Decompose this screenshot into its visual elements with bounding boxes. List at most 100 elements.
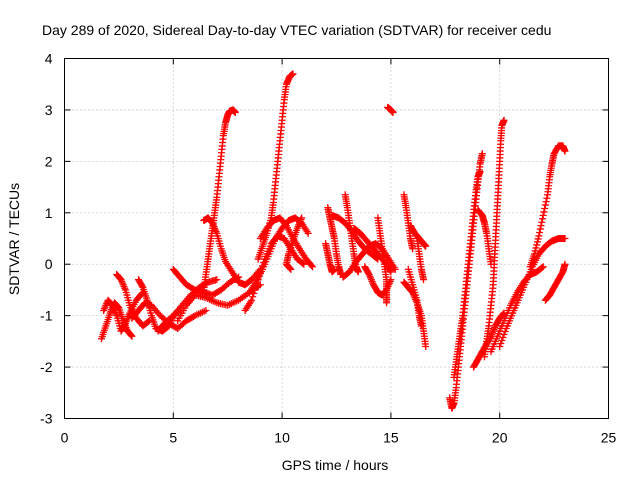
plot-frame — [64, 58, 609, 419]
data-point — [561, 235, 569, 242]
y-tick-label: -2 — [40, 359, 53, 375]
series-arc-23 — [374, 214, 391, 307]
series-arc-24 — [384, 103, 397, 116]
data-point — [539, 211, 547, 219]
data-point — [476, 168, 484, 176]
data-point — [531, 247, 539, 255]
data-point — [533, 238, 541, 246]
data-point — [561, 147, 569, 155]
data-point — [501, 328, 509, 335]
data-point — [286, 265, 294, 272]
data-point — [287, 265, 295, 273]
series-arc-7 — [174, 281, 264, 325]
data-point — [538, 215, 546, 223]
data-point — [354, 268, 362, 276]
data-point — [249, 293, 257, 301]
data-point — [417, 322, 425, 330]
data-point — [497, 340, 505, 347]
y-tick-label: 3 — [45, 102, 53, 118]
data-point — [248, 296, 256, 304]
x-tick-label: 10 — [274, 430, 290, 446]
data-point — [539, 263, 547, 271]
series-arc-19 — [341, 191, 362, 276]
series-arc-35 — [487, 263, 547, 356]
data-point — [541, 205, 549, 212]
series-arc-33 — [474, 206, 495, 268]
data-point — [121, 321, 129, 329]
series-arc-21 — [350, 224, 395, 276]
data-point — [389, 109, 397, 116]
y-axis-label: SDTVAR / TECUs — [6, 183, 22, 295]
data-point — [533, 241, 541, 249]
data-point — [540, 208, 548, 216]
series-arc-25 — [400, 191, 417, 253]
series-arc-5 — [128, 299, 210, 332]
x-axis-label: GPS time / hours — [282, 457, 389, 473]
data-point — [422, 242, 430, 250]
x-tick-label: 20 — [492, 430, 508, 446]
x-tick-label: 25 — [601, 430, 617, 446]
x-tick-label: 15 — [383, 430, 399, 446]
data-point — [299, 259, 307, 267]
data-point — [386, 267, 394, 275]
y-tick-label: 1 — [45, 205, 53, 221]
series-arc-9 — [200, 106, 239, 294]
series-arc-31 — [450, 168, 484, 381]
axis-ticks: 0 5 10 15 20 25 -3 -2 -1 0 1 2 3 4 — [40, 51, 616, 446]
series-arc-17 — [322, 240, 338, 276]
data-point — [535, 232, 543, 240]
data-point — [231, 109, 239, 116]
data-point — [561, 260, 569, 268]
data-point — [309, 263, 317, 271]
data-point — [531, 250, 539, 258]
data-point — [420, 276, 428, 284]
y-tick-label: 0 — [45, 256, 53, 272]
series-arc-37 — [526, 142, 569, 271]
y-tick-label: -1 — [40, 308, 53, 324]
data-point — [213, 276, 221, 284]
data-point — [537, 222, 545, 230]
data-points — [97, 70, 569, 412]
series-arc-14 — [245, 214, 312, 296]
data-point — [304, 229, 312, 237]
series-arc-22 — [361, 263, 395, 299]
data-point — [536, 225, 544, 233]
data-point — [543, 194, 551, 202]
data-point — [202, 307, 210, 314]
data-point — [538, 218, 546, 226]
data-point — [538, 264, 546, 272]
data-point — [541, 201, 549, 209]
x-tick-label: 0 — [61, 430, 69, 446]
data-point — [499, 334, 507, 341]
data-point — [383, 299, 391, 307]
chart-title: Day 289 of 2020, Sidereal Day-to-day VTE… — [42, 22, 551, 38]
y-tick-label: -3 — [40, 411, 53, 427]
data-point — [138, 282, 146, 290]
data-point — [330, 265, 338, 273]
y-tick-label: 2 — [45, 153, 53, 169]
data-point — [542, 198, 550, 206]
data-point — [500, 331, 508, 338]
series-arc-38 — [541, 260, 569, 304]
data-point — [300, 260, 308, 268]
y-tick-label: 4 — [45, 51, 53, 67]
data-point — [534, 235, 542, 243]
data-point — [532, 244, 540, 252]
data-point — [307, 262, 315, 269]
data-point — [536, 229, 544, 236]
series-arc-15 — [282, 214, 306, 273]
data-point — [496, 343, 504, 350]
data-point — [478, 150, 486, 158]
series-arc-34 — [480, 116, 508, 361]
data-point — [128, 332, 136, 340]
data-point — [500, 116, 508, 124]
series-arc-29 — [413, 235, 428, 284]
series-arc-28 — [404, 265, 425, 330]
data-point — [422, 343, 430, 350]
data-point — [289, 70, 297, 78]
data-point — [498, 337, 506, 344]
series-arc-3 — [113, 271, 153, 330]
data-point — [364, 269, 372, 277]
series-arc-36 — [496, 235, 569, 350]
